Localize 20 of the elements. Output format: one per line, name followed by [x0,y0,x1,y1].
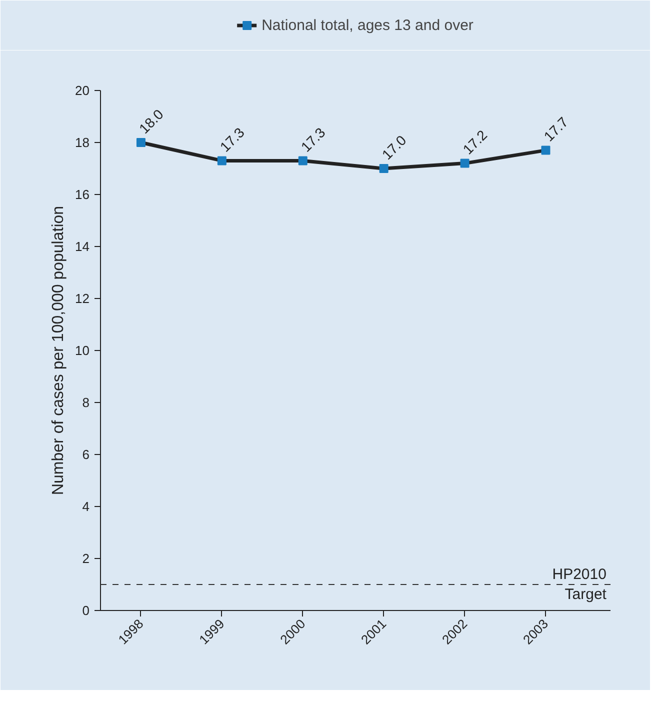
point [136,138,146,147]
legend-label: National total, ages 13 and over [262,16,474,34]
y-tick-label: 2 [82,551,90,566]
y-tick-label: 0 [82,603,90,618]
y-tick-label: 16 [75,187,90,202]
point [298,156,308,166]
y-tick-label: 10 [75,343,90,358]
y-axis-title: Number of cases per 100,000 population [50,206,68,496]
y-tick-label: 8 [82,395,90,410]
y-tick-label: 18 [75,135,90,150]
y-tick-label: 14 [75,239,90,254]
y-tick-label: 4 [82,499,90,514]
y-tick-label: 20 [75,83,90,98]
point [460,158,470,168]
point [217,156,226,166]
point [379,164,388,173]
y-tick-label: 6 [82,447,90,462]
point [541,146,550,155]
y-tick-label: 12 [75,291,90,306]
ref-line-label: HP2010 Target [552,566,608,603]
